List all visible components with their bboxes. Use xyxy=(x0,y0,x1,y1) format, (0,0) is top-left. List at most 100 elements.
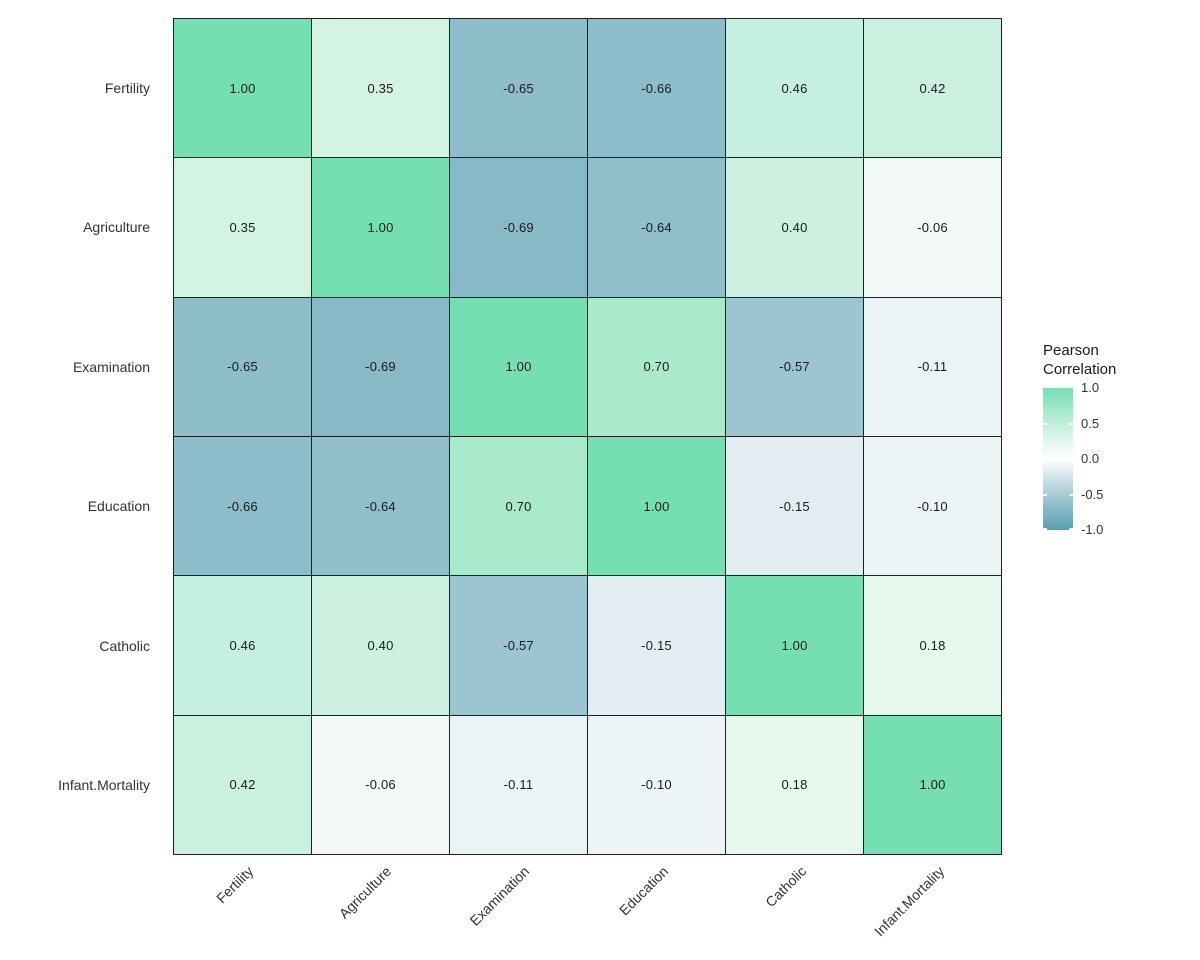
heatmap-cell: 1.00 xyxy=(726,576,863,715)
cell-value: -0.15 xyxy=(779,498,810,514)
cell-value: -0.11 xyxy=(917,359,948,375)
heatmap-cell: 0.46 xyxy=(726,19,863,158)
cell-value: 0.46 xyxy=(229,637,256,653)
x-axis-label: Fertility xyxy=(213,863,257,907)
y-axis-label: Infant.Mortality xyxy=(58,777,150,794)
heatmap-cell: -0.66 xyxy=(174,436,311,576)
heatmap-cell: -0.15 xyxy=(588,576,725,715)
legend-title-line-2: Correlation xyxy=(1043,361,1117,378)
heatmap-cell: -0.06 xyxy=(312,715,449,854)
cell-value: -0.65 xyxy=(227,359,258,375)
cell-value: 0.42 xyxy=(229,777,256,793)
legend-gradient-bar xyxy=(1043,388,1073,530)
heatmap-cell: -0.64 xyxy=(312,436,449,576)
cell-value: 1.00 xyxy=(643,498,670,514)
legend: Pearson Correlation 1.0 0.5 0.0 -0.5 -1.0 xyxy=(1043,341,1116,537)
heatmap-cell: -0.65 xyxy=(174,297,311,436)
heatmap-cell: 0.35 xyxy=(174,158,311,297)
cell-value: 0.42 xyxy=(919,80,946,96)
heatmap-cell: 0.42 xyxy=(174,715,311,854)
heatmap-cell: -0.65 xyxy=(450,19,587,158)
cell-value: -0.57 xyxy=(503,637,534,653)
cell-value: -0.65 xyxy=(503,80,534,96)
heatmap-cell: -0.64 xyxy=(588,158,725,297)
cell-value: 0.40 xyxy=(367,637,394,653)
legend-tick-mark xyxy=(1069,458,1073,460)
heatmap-cell: 1.00 xyxy=(588,436,725,576)
heatmap-cell: 1.00 xyxy=(174,19,311,158)
heatmap-panel: 1.00 0.35 -0.65 -0.66 0.46 0.42 0.35 1.00 -0.69 -… xyxy=(173,18,1002,855)
cell-value: 0.70 xyxy=(505,498,532,514)
cell-value: 0.35 xyxy=(367,80,394,96)
heatmap-cell: -0.06 xyxy=(864,158,1001,297)
legend-tick-mark xyxy=(1069,528,1073,530)
heatmap-cell: 0.42 xyxy=(864,19,1001,158)
legend-tick-mark xyxy=(1043,493,1047,496)
cell-value: -0.06 xyxy=(365,777,396,793)
heatmap-cell: 0.18 xyxy=(726,715,863,854)
cell-value: 1.00 xyxy=(919,777,946,793)
legend-tick-label: 0.5 xyxy=(1081,415,1100,431)
cell-value: -0.66 xyxy=(641,80,672,96)
cell-value: -0.11 xyxy=(503,777,534,793)
heatmap-cell: 1.00 xyxy=(864,715,1001,854)
heatmap-cell: 0.18 xyxy=(864,576,1001,715)
heatmap-cell: 1.00 xyxy=(312,158,449,297)
heatmap-cell: -0.15 xyxy=(726,436,863,576)
heatmap-cell: -0.10 xyxy=(588,715,725,854)
heatmap-cell: 1.00 xyxy=(450,297,587,436)
cell-value: -0.10 xyxy=(917,498,948,514)
cell-value: -0.64 xyxy=(641,219,672,235)
y-axis-label: Catholic xyxy=(99,637,150,654)
heatmap-cell: -0.11 xyxy=(864,297,1001,436)
cell-value: 0.35 xyxy=(229,219,256,235)
y-axis-label: Fertility xyxy=(104,79,150,96)
cell-value: -0.64 xyxy=(365,498,396,514)
heatmap-grid: 1.00 0.35 -0.65 -0.66 0.46 0.42 0.35 1.00 -0.69 -… xyxy=(174,19,1001,854)
cell-value: 0.18 xyxy=(919,637,946,653)
cell-value: 1.00 xyxy=(229,80,256,96)
heatmap-cell: -0.66 xyxy=(588,19,725,158)
cell-value: 0.70 xyxy=(643,359,670,375)
heatmap-cell: 0.40 xyxy=(726,158,863,297)
cell-value: 0.18 xyxy=(781,777,808,793)
cell-value: -0.66 xyxy=(227,498,258,514)
legend-tick-mark xyxy=(1069,493,1073,496)
legend-title: Pearson Correlation xyxy=(1043,341,1116,379)
heatmap-cell: -0.69 xyxy=(450,158,587,297)
heatmap-cell: -0.10 xyxy=(864,436,1001,576)
cell-value: -0.15 xyxy=(641,637,672,653)
legend-tick-label: 0.0 xyxy=(1081,451,1100,466)
cell-value: -0.10 xyxy=(641,777,672,793)
y-axis-label: Agriculture xyxy=(83,219,150,236)
cell-value: -0.69 xyxy=(365,359,396,375)
legend-tick-label: -1.0 xyxy=(1081,522,1104,537)
cell-value: -0.57 xyxy=(779,359,810,375)
legend-title-line-1: Pearson xyxy=(1043,342,1099,359)
y-axis-label: Examination xyxy=(72,358,150,375)
legend-tick-label: 1.0 xyxy=(1081,380,1100,395)
heatmap-cell: 0.70 xyxy=(588,297,725,436)
legend-tick-label: -0.5 xyxy=(1081,486,1104,502)
heatmap-cell: -0.57 xyxy=(726,297,863,436)
cell-value: -0.06 xyxy=(917,219,948,235)
cell-value: 0.40 xyxy=(781,219,808,235)
y-axis-label: Education xyxy=(87,498,150,515)
heatmap-cell: -0.57 xyxy=(450,576,587,715)
legend-colorbar: 1.0 0.5 0.0 -0.5 -1.0 xyxy=(1043,380,1116,537)
heatmap-cell: 0.70 xyxy=(450,436,587,576)
cell-value: 1.00 xyxy=(505,359,532,375)
heatmap-cell: 0.46 xyxy=(174,576,311,715)
cell-value: 0.46 xyxy=(781,80,808,96)
heatmap-cell: 0.40 xyxy=(312,576,449,715)
heatmap-cell: -0.11 xyxy=(450,715,587,854)
cell-value: 1.00 xyxy=(781,637,808,653)
legend-tick-mark xyxy=(1043,422,1047,425)
heatmap-cell: 0.35 xyxy=(312,19,449,158)
legend-tick-mark xyxy=(1043,458,1047,460)
cell-value: 1.00 xyxy=(367,219,394,235)
heatmap-cell: -0.69 xyxy=(312,297,449,436)
legend-tick-mark xyxy=(1069,422,1073,425)
legend-tick-mark xyxy=(1043,528,1047,530)
